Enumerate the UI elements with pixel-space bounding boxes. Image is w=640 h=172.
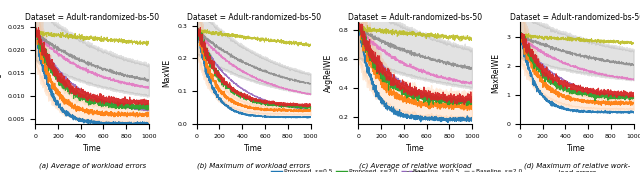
Y-axis label: AvgRelWE: AvgRelWE: [324, 54, 333, 92]
Y-axis label: MaxRelWE: MaxRelWE: [492, 53, 500, 93]
Title: Dataset = Adult-randomized-bs-50: Dataset = Adult-randomized-bs-50: [348, 13, 482, 22]
X-axis label: Time: Time: [244, 144, 263, 153]
Y-axis label: AvgWE: AvgWE: [0, 60, 3, 86]
X-axis label: Time: Time: [568, 144, 586, 153]
Legend: Proposed, ε=0.5, Proposed, ε=1.0, Proposed, ε=2.0, Proposed, ε=4.0, Baseline, ε=: Proposed, ε=0.5, Proposed, ε=1.0, Propos…: [269, 166, 525, 172]
Text: (d) Maximum of relative work-
load errors: (d) Maximum of relative work- load error…: [524, 162, 630, 172]
X-axis label: Time: Time: [406, 144, 424, 153]
X-axis label: Time: Time: [83, 144, 101, 153]
Title: Dataset = Adult-randomized-bs-50: Dataset = Adult-randomized-bs-50: [25, 13, 159, 22]
Text: (b) Maximum of workload errors: (b) Maximum of workload errors: [197, 162, 310, 169]
Text: (a) Average of workload errors: (a) Average of workload errors: [38, 162, 146, 169]
Text: (c) Average of relative workload
errors: (c) Average of relative workload errors: [359, 162, 472, 172]
Y-axis label: MaxWE: MaxWE: [163, 59, 172, 87]
Title: Dataset = Adult-randomized-bs-50: Dataset = Adult-randomized-bs-50: [509, 13, 640, 22]
Title: Dataset = Adult-randomized-bs-50: Dataset = Adult-randomized-bs-50: [187, 13, 321, 22]
